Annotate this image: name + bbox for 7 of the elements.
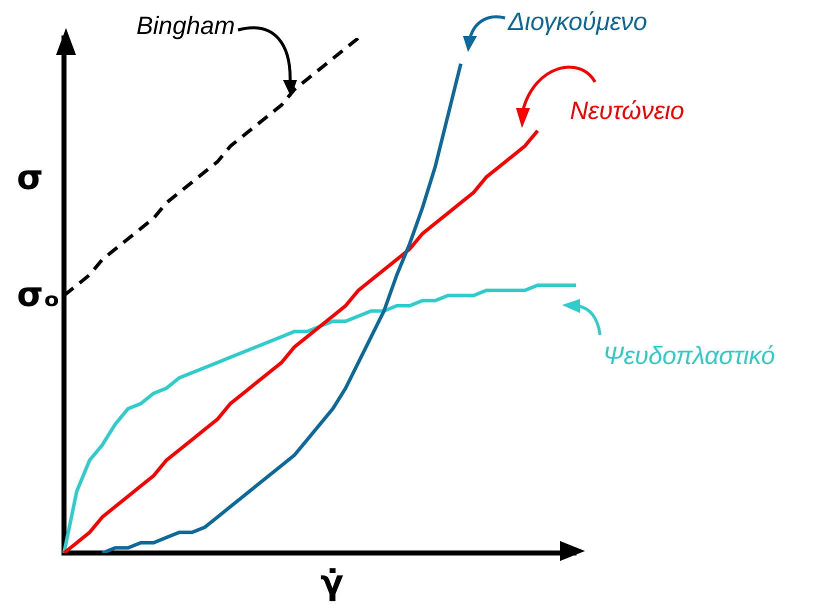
legend-label: Διογκούμενο (507, 8, 648, 36)
text: Bingham (136, 12, 235, 40)
legend-label: Νευτώνειο (570, 96, 684, 125)
x-axis-title: γ̇ (320, 562, 344, 603)
y-axis-title: σ (16, 158, 44, 198)
text: Ψευδοπλαστικό (603, 342, 776, 370)
text: σₒ (16, 274, 60, 315)
